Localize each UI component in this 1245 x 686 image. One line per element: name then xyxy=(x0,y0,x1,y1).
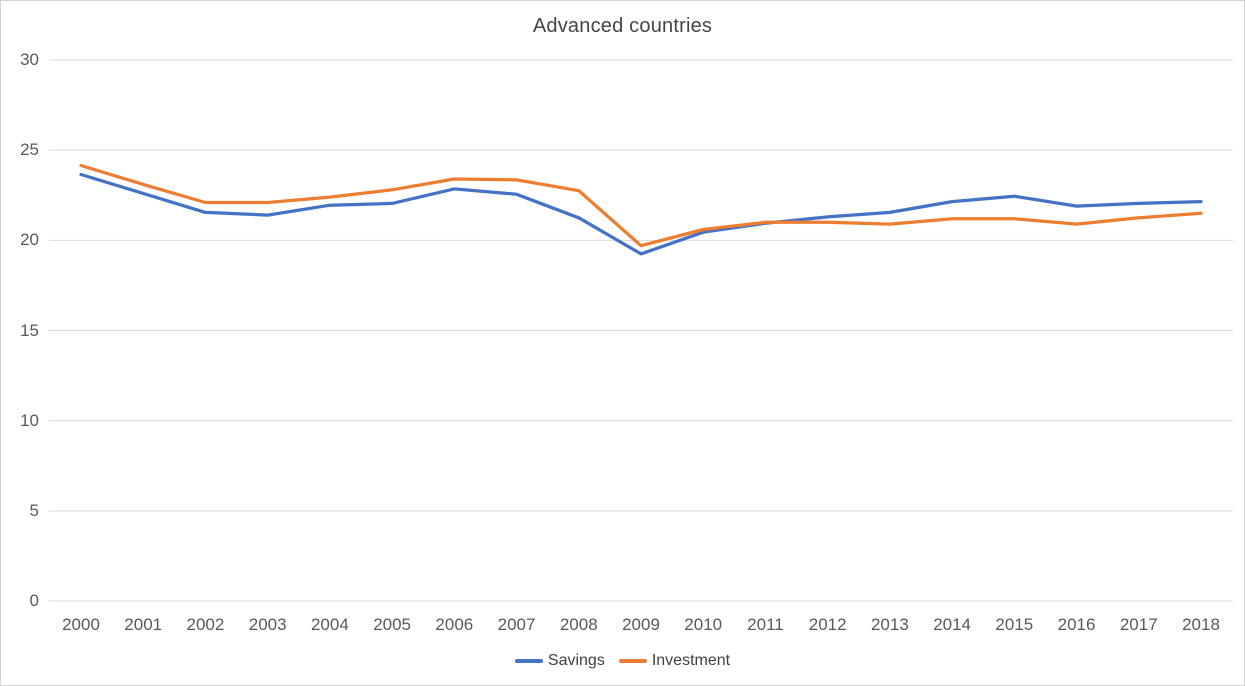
x-axis-label: 2008 xyxy=(559,615,598,634)
legend-item-investment: Investment xyxy=(618,652,731,670)
x-axis-label: 2002 xyxy=(186,615,225,634)
legend-label-investment: Investment xyxy=(651,652,731,669)
investment-line-swatch-icon xyxy=(618,659,647,663)
y-axis-label: 0 xyxy=(29,591,39,610)
x-axis-label: 2016 xyxy=(1057,615,1096,634)
x-axis-label: 2018 xyxy=(1182,615,1220,634)
x-axis-label: 2012 xyxy=(808,615,847,634)
x-axis-label: 2003 xyxy=(248,615,287,634)
chart-title: Advanced countries xyxy=(532,15,713,37)
x-axis-label: 2000 xyxy=(62,615,100,634)
chart-legend: Savings Investment xyxy=(1,652,1244,670)
x-axis-label: 2001 xyxy=(124,615,163,634)
y-axis-label: 30 xyxy=(20,50,39,69)
savings-line-swatch-icon xyxy=(514,659,543,663)
x-axis-label: 2007 xyxy=(497,615,536,634)
y-axis-label: 15 xyxy=(20,320,39,340)
y-axis-label: 20 xyxy=(20,230,39,250)
y-axis-label: 10 xyxy=(20,410,39,430)
legend-label-savings: Savings xyxy=(547,652,605,669)
savings-line xyxy=(79,172,1203,256)
investment-line xyxy=(79,163,1203,248)
legend-item-savings: Savings xyxy=(514,652,605,670)
x-axis-label: 2004 xyxy=(310,615,349,634)
x-axis-label: 2010 xyxy=(684,615,723,634)
x-axis-label: 2013 xyxy=(870,615,909,634)
x-axis-label: 2011 xyxy=(747,615,784,634)
x-axis-label: 2009 xyxy=(622,615,660,634)
x-axis-label: 2014 xyxy=(933,615,972,634)
x-axis-label: 2015 xyxy=(995,615,1034,634)
x-axis-label: 2017 xyxy=(1119,615,1158,634)
y-axis-label: 5 xyxy=(29,500,39,520)
x-axis-label: 2006 xyxy=(435,615,474,634)
x-axis-label: 2005 xyxy=(373,615,412,634)
y-axis-label: 25 xyxy=(20,140,39,160)
